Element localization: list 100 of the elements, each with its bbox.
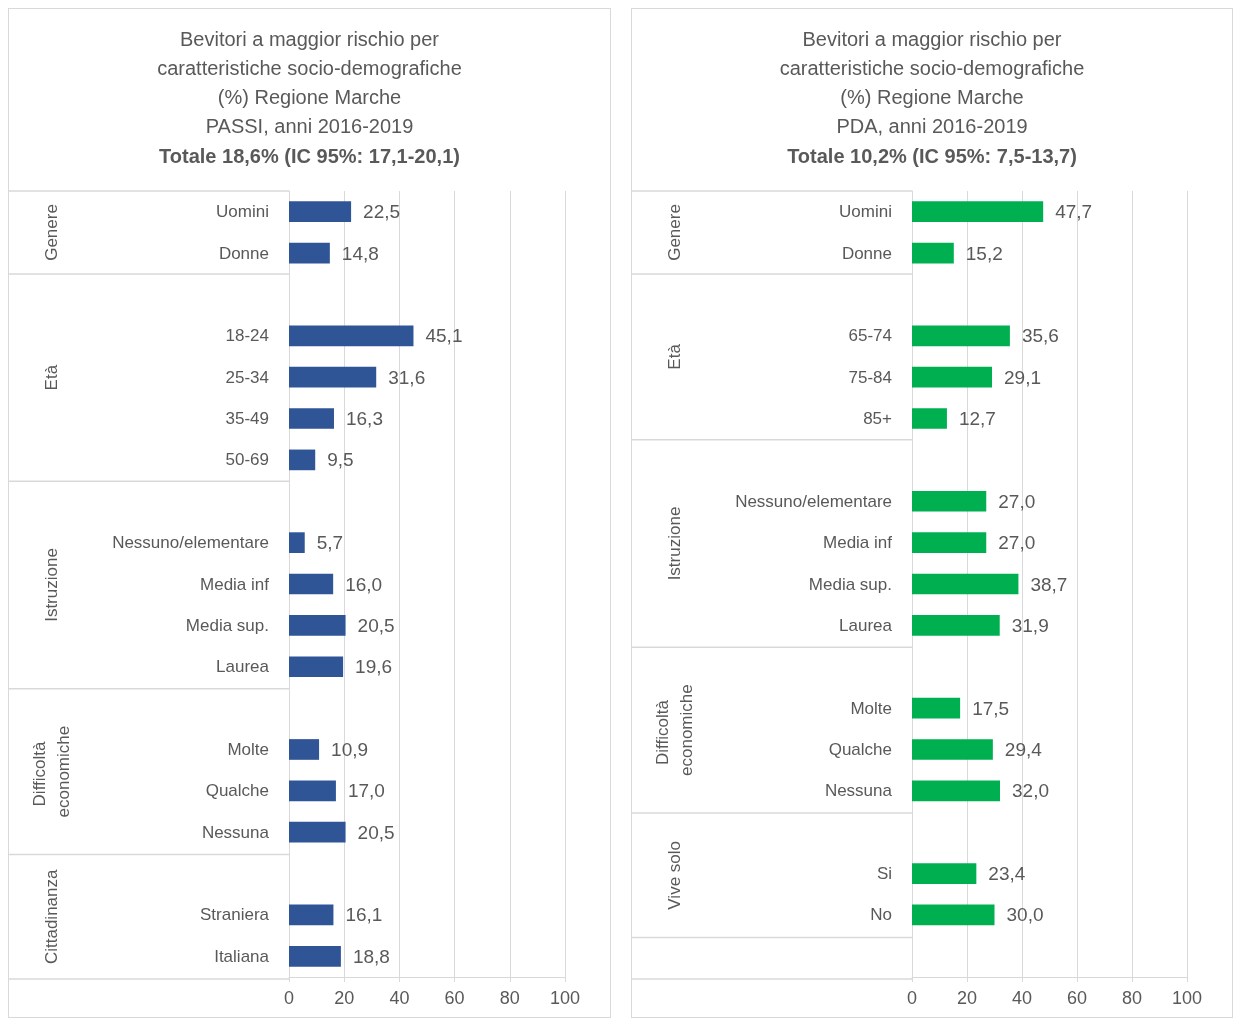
y-tick-label: Qualche <box>205 781 269 801</box>
y-tick-label: 75-84 <box>848 367 892 387</box>
y-tick-label: Nessuna <box>824 781 893 801</box>
data-label: 10,9 <box>331 738 369 760</box>
y-tick-label: 18-24 <box>225 326 269 346</box>
text: Difficoltà economiche <box>29 725 73 818</box>
y-tick-label: Laurea <box>839 615 893 635</box>
x-tick-label: 40 <box>389 988 410 1008</box>
y-tick-label: Nessuna <box>201 822 270 842</box>
y-tick-label: Molte <box>227 739 269 759</box>
data-label: 20,5 <box>357 821 395 843</box>
bar <box>912 201 1044 223</box>
text: Istruzione <box>664 506 684 581</box>
data-label: 19,6 <box>355 656 393 678</box>
y-tick-label: 35-49 <box>225 409 269 429</box>
text: Età <box>664 343 684 370</box>
x-tick-label: 20 <box>334 988 355 1008</box>
bar <box>912 242 954 264</box>
x-tick-label: 0 <box>283 988 295 1008</box>
text: Difficoltà economiche <box>652 684 696 776</box>
x-tick-label: 80 <box>499 988 520 1008</box>
bar <box>289 325 414 347</box>
bar <box>912 573 1019 595</box>
bar <box>289 945 341 967</box>
bar <box>289 449 316 471</box>
bar <box>912 325 1010 347</box>
data-label: 29,4 <box>1004 738 1043 760</box>
y-tick-label: 25-34 <box>225 367 269 387</box>
x-tick-label: 100 <box>1171 988 1203 1008</box>
bar <box>912 780 1000 802</box>
bar <box>912 366 993 388</box>
bar <box>912 904 995 926</box>
y-tick-label: Qualche <box>828 739 892 759</box>
chart-subtitle: Totale 18,6% (IC 95%: 17,1-20,1) <box>159 145 460 167</box>
data-label: 31,6 <box>388 366 426 388</box>
data-label: 35,6 <box>1021 325 1059 347</box>
data-label: 27,0 <box>998 532 1036 554</box>
y-tick-label: No <box>870 905 892 925</box>
data-label: 9,5 <box>327 449 354 471</box>
y-tick-label: Straniera <box>200 905 270 925</box>
y-tick-label: 65-74 <box>848 326 892 346</box>
data-label: 14,8 <box>341 242 379 264</box>
data-label: 29,1 <box>1004 366 1042 388</box>
bar <box>289 656 344 678</box>
data-label: 30,0 <box>1006 904 1044 926</box>
data-label: 38,7 <box>1030 573 1068 595</box>
data-label: 27,0 <box>998 490 1036 512</box>
chart-title: Bevitori a maggior rischio per caratteristiche socio-demografiche (%) Regione Marche PASSI, anni 2016-2019 <box>157 27 462 137</box>
data-label: 20,5 <box>357 614 395 636</box>
y-tick-label: Media sup. <box>185 615 269 635</box>
data-label: 5,7 <box>316 532 344 554</box>
data-label: 22,5 <box>363 201 401 223</box>
x-tick-label: 40 <box>1011 988 1033 1008</box>
data-label: 12,7 <box>958 408 996 430</box>
bar <box>912 490 987 512</box>
data-label: 23,4 <box>988 863 1026 885</box>
bar <box>289 201 352 223</box>
text: Istruzione <box>41 548 61 622</box>
text: Genere <box>41 204 61 261</box>
data-label: 17,5 <box>972 697 1010 719</box>
x-tick-label: 20 <box>956 988 978 1008</box>
bar <box>912 863 977 884</box>
bar <box>289 739 320 760</box>
bar <box>289 821 346 843</box>
x-tick-label: 100 <box>549 988 581 1008</box>
data-label: 17,0 <box>347 780 385 802</box>
data-label: 47,7 <box>1055 201 1093 223</box>
data-label: 31,9 <box>1011 614 1049 636</box>
x-tick-label: 80 <box>1121 988 1143 1008</box>
data-label: 15,2 <box>965 242 1003 264</box>
y-tick-label: Media inf <box>200 574 270 594</box>
bar <box>289 615 346 636</box>
y-tick-label: 85+ <box>863 409 893 429</box>
y-tick-label: Laurea <box>216 657 270 677</box>
text: Cittadinanza <box>41 869 61 965</box>
bar <box>912 408 947 429</box>
y-tick-label: Donne <box>218 243 269 263</box>
text: Genere <box>664 204 684 261</box>
bar <box>912 697 961 719</box>
y-tick-label: Media inf <box>823 533 893 553</box>
bar <box>289 242 330 264</box>
bar <box>289 366 377 388</box>
data-label: 18,8 <box>352 945 390 967</box>
data-label: 16,1 <box>345 904 383 926</box>
bar <box>289 408 334 429</box>
text: Vive solo <box>664 840 684 910</box>
chart-title: Bevitori a maggior rischio per caratteristiche socio-demografiche (%) Regione Marche PDA, anni 2016-2019 <box>779 27 1085 137</box>
y-tick-label: Nessuno/elementare <box>112 533 269 553</box>
bar <box>289 780 336 802</box>
x-tick-label: 60 <box>444 988 465 1008</box>
data-label: 16,3 <box>345 408 383 430</box>
x-tick-label: 60 <box>1066 988 1088 1008</box>
y-tick-label: Nessuno/elementare <box>735 491 892 511</box>
y-tick-label: Italiana <box>214 946 270 966</box>
bar <box>912 532 987 553</box>
x-tick-label: 0 <box>906 988 918 1008</box>
y-tick-label: Molte <box>850 698 892 718</box>
y-tick-label: Si <box>876 864 892 884</box>
chart-subtitle: Totale 10,2% (IC 95%: 7,5-13,7) <box>787 145 1077 167</box>
y-tick-label: Donne <box>841 243 892 263</box>
